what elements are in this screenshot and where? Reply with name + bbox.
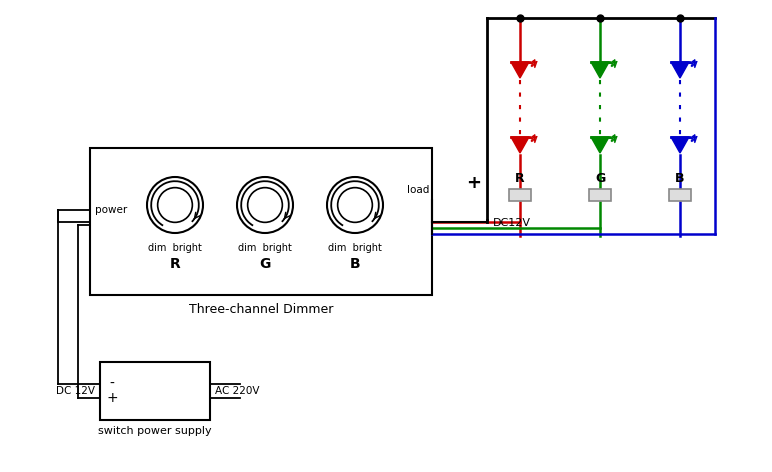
Text: R: R bbox=[515, 172, 525, 185]
Polygon shape bbox=[671, 137, 689, 153]
Text: B: B bbox=[350, 257, 361, 271]
Text: -: - bbox=[110, 377, 114, 391]
Text: +: + bbox=[466, 174, 481, 192]
Text: G: G bbox=[595, 172, 605, 185]
Text: R: R bbox=[170, 257, 181, 271]
Circle shape bbox=[147, 177, 203, 233]
Bar bbox=[90, 148, 432, 295]
Polygon shape bbox=[511, 137, 529, 153]
Text: dim  bright: dim bright bbox=[148, 243, 202, 253]
Bar bbox=[589, 189, 611, 201]
Circle shape bbox=[237, 177, 293, 233]
Circle shape bbox=[327, 177, 383, 233]
Text: +: + bbox=[107, 391, 118, 405]
Circle shape bbox=[337, 188, 372, 222]
Bar bbox=[669, 189, 691, 201]
Text: power: power bbox=[95, 205, 127, 215]
Text: G: G bbox=[259, 257, 271, 271]
Circle shape bbox=[248, 188, 283, 222]
Text: Three-channel Dimmer: Three-channel Dimmer bbox=[189, 303, 334, 316]
Text: dim  bright: dim bright bbox=[238, 243, 292, 253]
Bar bbox=[100, 362, 210, 420]
Text: dim  bright: dim bright bbox=[328, 243, 382, 253]
Text: B: B bbox=[676, 172, 685, 185]
Polygon shape bbox=[591, 137, 609, 153]
Polygon shape bbox=[511, 62, 529, 78]
Text: switch power supply: switch power supply bbox=[98, 426, 212, 436]
Text: AC 220V: AC 220V bbox=[215, 386, 259, 396]
Text: DC 12V: DC 12V bbox=[56, 386, 95, 396]
Text: load: load bbox=[407, 185, 429, 195]
Circle shape bbox=[157, 188, 192, 222]
Polygon shape bbox=[671, 62, 689, 78]
Text: DC12V: DC12V bbox=[493, 218, 531, 228]
Bar bbox=[509, 189, 531, 201]
Polygon shape bbox=[591, 62, 609, 78]
